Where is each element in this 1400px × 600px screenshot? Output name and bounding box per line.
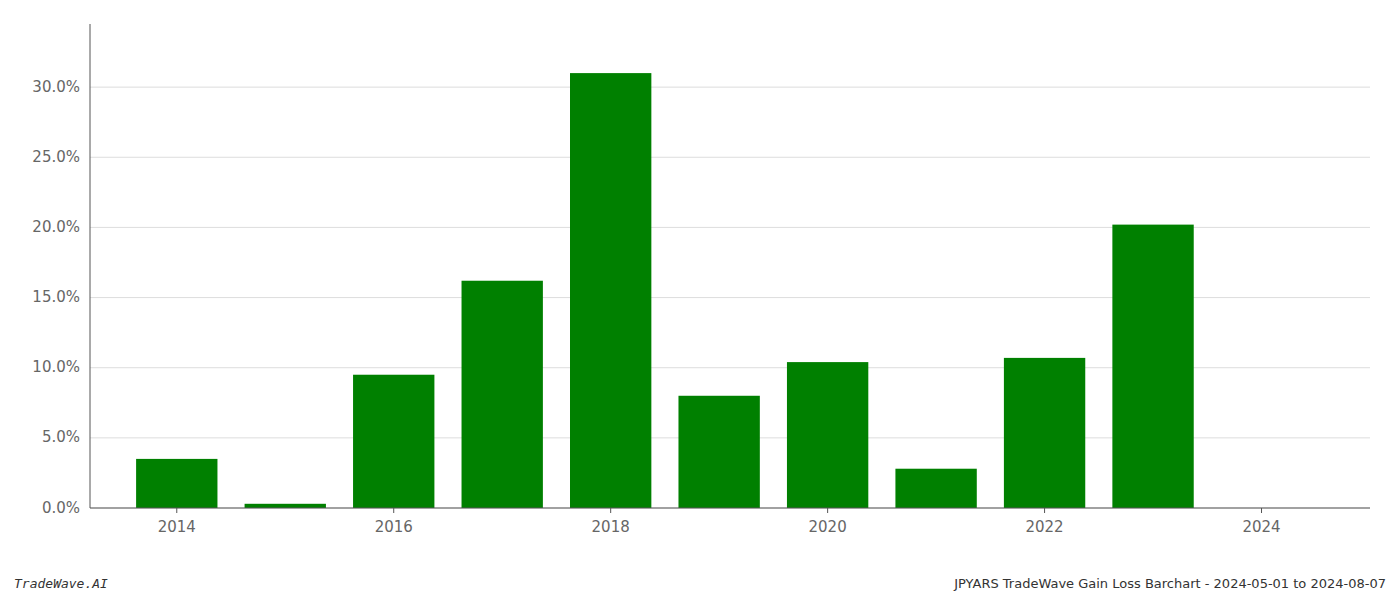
y-tick-label: 10.0% (32, 358, 80, 376)
x-tick-label: 2024 (1242, 518, 1280, 536)
footer-left: TradeWave.AI (14, 576, 108, 591)
grid-line (90, 87, 1370, 88)
y-tick-label: 0.0% (42, 499, 80, 517)
x-tick (393, 508, 394, 513)
axes (90, 24, 1370, 508)
chart-svg: 0.0%5.0%10.0%15.0%20.0%25.0%30.0%2014201… (0, 0, 1400, 600)
bars (136, 73, 1194, 508)
footer-right: JPYARS TradeWave Gain Loss Barchart - 20… (953, 576, 1386, 591)
y-grid (90, 87, 1370, 508)
chart-container: 0.0%5.0%10.0%15.0%20.0%25.0%30.0%2014201… (0, 0, 1400, 600)
x-tick (176, 508, 177, 513)
grid-line (90, 157, 1370, 158)
x-tick-label: 2018 (592, 518, 630, 536)
bar (245, 504, 326, 508)
grid-line (90, 508, 1370, 509)
x-tick (1044, 508, 1045, 513)
bar (787, 362, 868, 508)
y-tick-label: 15.0% (32, 288, 80, 306)
x-axis-line (90, 508, 1370, 509)
x-tick-label: 2022 (1025, 518, 1063, 536)
x-tick (827, 508, 828, 513)
bar (462, 281, 543, 508)
y-tick-label: 5.0% (42, 428, 80, 446)
y-tick-label: 30.0% (32, 78, 80, 96)
y-axis-line (90, 24, 91, 508)
x-tick-labels: 2014 2016 2018 2020 2022 2024 (158, 508, 1281, 536)
x-tick (610, 508, 611, 513)
bar (570, 73, 651, 508)
bar (895, 469, 976, 508)
x-tick-label: 2014 (158, 518, 196, 536)
bar (1004, 358, 1085, 508)
x-tick-label: 2016 (375, 518, 413, 536)
x-tick (1261, 508, 1262, 513)
bar (353, 375, 434, 508)
bar (678, 396, 759, 508)
y-tick-label: 20.0% (32, 218, 80, 236)
x-tick-label: 2020 (809, 518, 847, 536)
bar (1112, 225, 1193, 508)
y-tick-labels: 0.0% 5.0% 10.0% 15.0% 20.0% 25.0% 30.0% (32, 78, 80, 517)
bar (136, 459, 217, 508)
y-tick-label: 25.0% (32, 148, 80, 166)
